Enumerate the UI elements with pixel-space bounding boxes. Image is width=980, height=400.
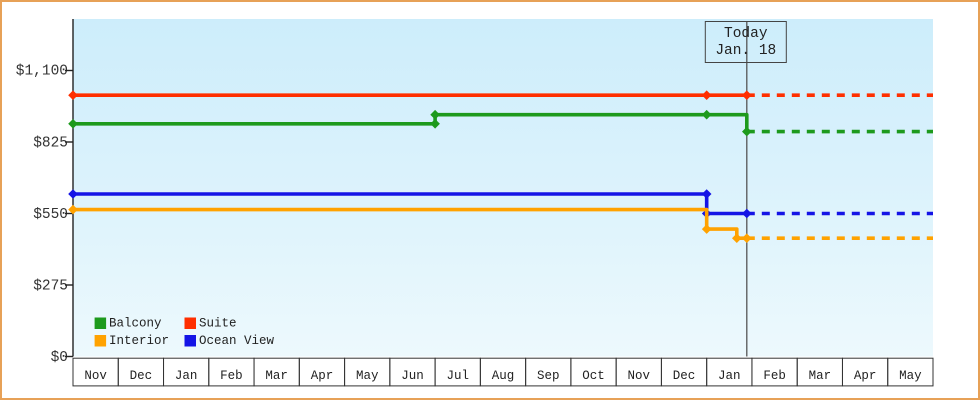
svg-text:Interior: Interior [109, 334, 169, 348]
svg-text:Mar: Mar [265, 369, 288, 383]
svg-text:Feb: Feb [220, 369, 243, 383]
svg-text:Ocean View: Ocean View [199, 334, 275, 348]
svg-text:Jan: Jan [175, 369, 198, 383]
svg-text:Jul: Jul [446, 369, 469, 383]
svg-text:$1,100: $1,100 [16, 64, 68, 80]
svg-text:Nov: Nov [84, 369, 107, 383]
svg-text:Dec: Dec [673, 369, 696, 383]
svg-text:Suite: Suite [199, 317, 237, 331]
svg-text:$550: $550 [33, 207, 68, 223]
svg-text:Apr: Apr [854, 369, 877, 383]
svg-text:Apr: Apr [311, 369, 334, 383]
svg-text:Nov: Nov [628, 369, 651, 383]
svg-text:$825: $825 [33, 136, 68, 152]
svg-text:Jun: Jun [401, 369, 424, 383]
svg-text:Jan. 18: Jan. 18 [715, 43, 776, 59]
svg-text:Sep: Sep [537, 369, 560, 383]
svg-text:Balcony: Balcony [109, 317, 162, 331]
svg-text:Mar: Mar [809, 369, 832, 383]
svg-text:Feb: Feb [763, 369, 786, 383]
svg-text:$0: $0 [51, 350, 68, 366]
svg-text:Aug: Aug [492, 369, 515, 383]
svg-text:Jan: Jan [718, 369, 741, 383]
svg-text:May: May [899, 369, 922, 383]
svg-text:$275: $275 [33, 279, 68, 295]
svg-text:May: May [356, 369, 379, 383]
svg-text:Dec: Dec [130, 369, 153, 383]
svg-text:Oct: Oct [582, 369, 605, 383]
svg-text:Today: Today [724, 26, 768, 42]
